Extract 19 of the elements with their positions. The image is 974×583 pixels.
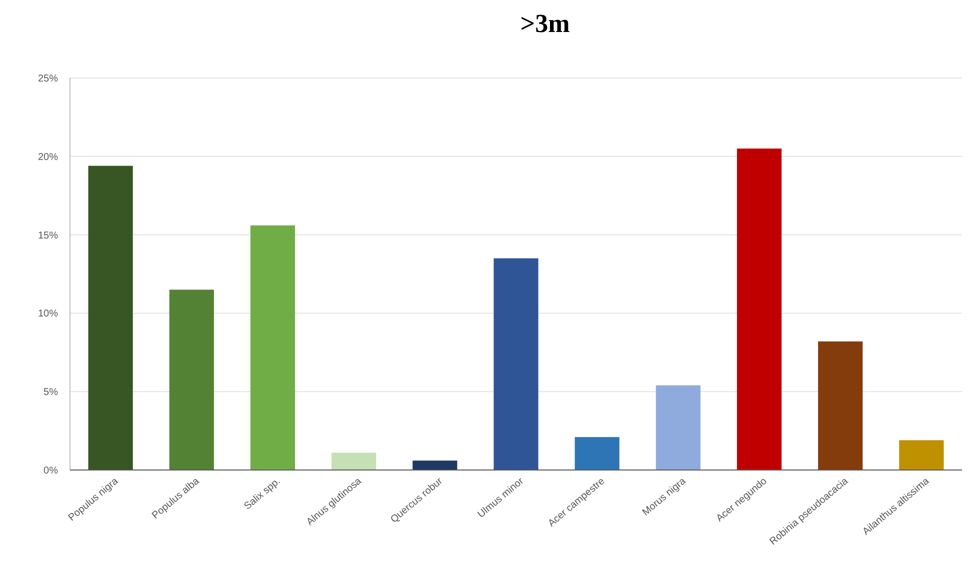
bar (736, 148, 782, 470)
y-tick-label: 10% (38, 308, 58, 320)
x-tick-label: Salix spp. (242, 476, 283, 512)
bar (250, 225, 296, 470)
bar (574, 437, 620, 470)
chart-title: >3m (520, 9, 570, 38)
bar (494, 258, 538, 470)
bar (332, 452, 376, 470)
bar (169, 290, 214, 470)
y-tick-label: 5% (44, 387, 58, 398)
bar (412, 460, 458, 470)
y-tick-label: 20% (38, 152, 58, 163)
y-tick-label: 0% (44, 466, 58, 476)
y-tick-label: 25% (38, 74, 58, 84)
bar (656, 385, 700, 470)
y-tick-label: 15% (38, 230, 58, 242)
bar (899, 440, 944, 470)
bar (818, 341, 863, 470)
bar (88, 166, 133, 470)
